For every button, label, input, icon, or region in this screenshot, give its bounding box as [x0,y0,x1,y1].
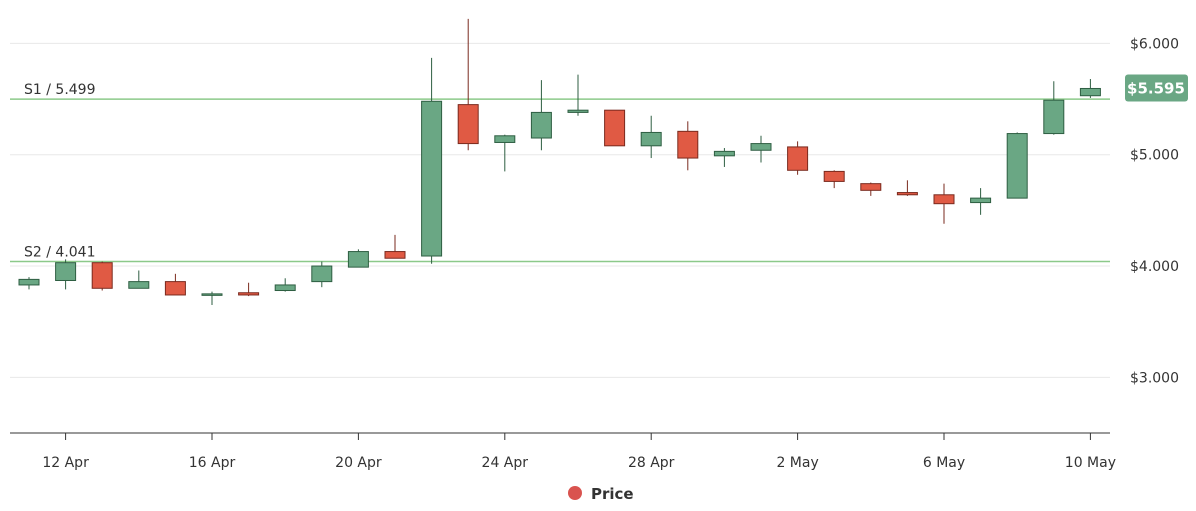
candle[interactable] [933,183,955,224]
candle-body[interactable] [896,192,918,196]
candle[interactable] [750,135,772,163]
candle-body[interactable] [274,284,296,292]
candle[interactable] [860,182,882,196]
candle[interactable] [384,234,406,259]
candle-body[interactable] [677,130,699,159]
last-price-badge-bg [1125,74,1188,102]
candle[interactable] [494,134,516,172]
candle-body[interactable] [860,183,882,191]
candle-body[interactable] [18,278,40,286]
candle[interactable] [91,261,113,291]
candle-body[interactable] [91,262,113,289]
candle[interactable] [787,141,809,175]
candle-body[interactable] [713,150,735,157]
candle-body[interactable] [384,251,406,259]
candle[interactable] [164,273,186,296]
candle-body[interactable] [1043,99,1065,135]
candle[interactable] [896,180,918,196]
level-label: S1 / 5.499 [24,82,96,98]
x-tick-label: 6 May [923,455,965,471]
x-tick-label: 28 Apr [628,455,675,471]
candle[interactable] [274,278,296,292]
candle-body[interactable] [823,170,845,182]
candle-body[interactable] [347,251,369,268]
candle-body[interactable] [933,194,955,205]
candle[interactable] [18,277,40,290]
grid-layer: $3.000 $4.000 $5.000 $6.000 [10,36,1179,386]
candle[interactable] [347,249,369,268]
candle[interactable] [1079,79,1101,98]
candle-body[interactable] [970,197,992,204]
candle-body[interactable] [1006,133,1028,199]
candle-body[interactable] [494,135,516,143]
y-tick-label: $5.000 [1130,148,1179,164]
last-price-badge: $5.595 [1125,74,1188,102]
x-tick-label: 20 Apr [335,455,382,471]
candle[interactable] [970,188,992,215]
candle[interactable] [530,80,552,151]
candle[interactable] [640,115,662,159]
axes-layer: 12 Apr 16 Apr 20 Apr 24 Apr 28 Apr 2 May 6 May… [10,432,1116,471]
candle[interactable] [604,109,626,147]
candle[interactable] [311,261,333,288]
candle[interactable] [677,121,699,171]
legend[interactable]: Price [568,485,634,503]
candle[interactable] [567,74,589,116]
candle-body[interactable] [530,111,552,139]
candles-layer[interactable] [18,18,1101,305]
legend-price-marker[interactable] [568,486,582,500]
candle[interactable] [457,18,479,151]
x-tick-label: 24 Apr [482,455,529,471]
candle[interactable] [238,282,260,297]
candle-body[interactable] [238,292,260,296]
candle-body[interactable] [128,281,150,289]
candle-body[interactable] [750,143,772,151]
x-tick-label: 10 May [1065,455,1116,471]
candle[interactable] [128,270,150,289]
candle-body[interactable] [640,131,662,147]
last-price-label: $5.595 [1127,79,1185,97]
candle-body[interactable] [457,104,479,145]
level-label: S2 / 4.041 [24,244,96,260]
candle-body[interactable] [567,109,589,113]
candle-body[interactable] [164,281,186,296]
x-tick-label: 2 May [776,455,818,471]
candle[interactable] [713,148,735,167]
y-tick-label: $3.000 [1130,370,1179,386]
level-lines-layer: S1 / 5.499 S2 / 4.041 [10,82,1110,263]
legend-price-label[interactable]: Price [591,485,634,503]
candle[interactable] [421,57,443,264]
candle-body[interactable] [55,262,77,281]
candle-body[interactable] [1079,87,1101,97]
candle-body[interactable] [311,265,333,283]
y-tick-label: $4.000 [1130,259,1179,275]
candle[interactable] [823,170,845,189]
y-tick-label: $6.000 [1130,36,1179,52]
x-tick-label: 16 Apr [189,455,236,471]
candle[interactable] [1006,132,1028,199]
candle[interactable] [201,291,223,305]
candle-body[interactable] [201,293,223,296]
candle[interactable] [1043,81,1065,135]
candle-body[interactable] [604,109,626,147]
candle-body[interactable] [421,100,443,257]
candle[interactable] [55,259,77,290]
candle-body[interactable] [787,146,809,171]
x-tick-label: 12 Apr [42,455,89,471]
